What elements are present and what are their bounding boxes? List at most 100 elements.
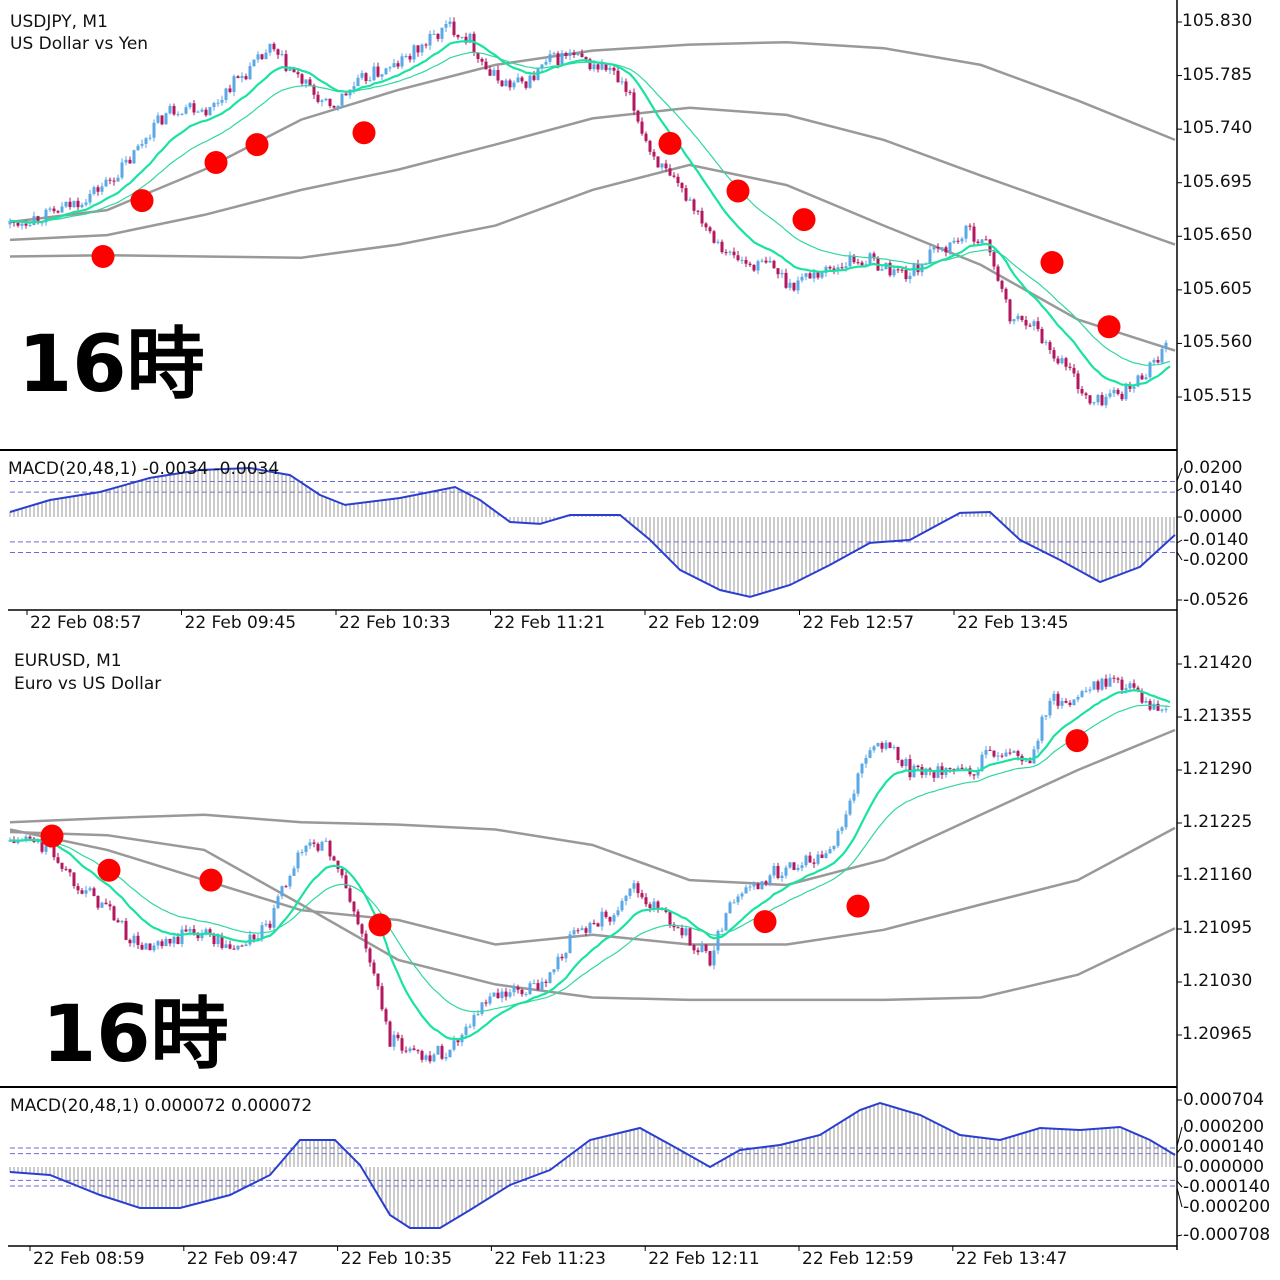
candle-up <box>568 934 572 953</box>
candle-down <box>500 80 504 87</box>
eurusd-description: Euro vs US Dollar <box>14 674 162 694</box>
candle-down <box>232 948 236 950</box>
candle-down <box>312 85 316 95</box>
candle-up <box>728 251 732 253</box>
candle-up <box>952 240 956 243</box>
candle-down <box>40 838 44 852</box>
candle-up <box>1080 691 1084 697</box>
candle-up <box>472 1015 476 1027</box>
candle-up <box>144 138 148 144</box>
candle-down <box>520 77 524 82</box>
candle-down <box>1064 358 1068 367</box>
candle-down <box>992 750 996 757</box>
candle-down <box>368 948 372 963</box>
time-tick-label: 22 Feb 11:23 <box>494 1249 606 1269</box>
candle-down <box>772 260 776 269</box>
candle-up <box>552 969 556 973</box>
candle-up <box>1060 358 1064 364</box>
candle-down <box>496 992 500 999</box>
candle-down <box>1008 299 1012 322</box>
candle-down <box>1056 358 1060 364</box>
price-tick-label: 105.605 <box>1182 278 1253 299</box>
candle-up <box>264 923 268 926</box>
time-tick-label: 22 Feb 09:45 <box>184 613 297 633</box>
candle-down <box>1000 280 1004 289</box>
candle-down <box>496 70 500 81</box>
candle-up <box>712 950 716 966</box>
candle-down <box>516 987 520 990</box>
candle-up <box>700 944 704 953</box>
candle-down <box>656 156 660 168</box>
candle-down <box>128 939 132 944</box>
candle-up <box>528 75 532 88</box>
candle-up <box>552 53 556 55</box>
candle-down <box>1000 755 1004 757</box>
candle-up <box>768 875 772 884</box>
candle-up <box>308 842 312 846</box>
candle-up <box>1108 393 1112 397</box>
candle-up <box>424 1055 428 1060</box>
candle-down <box>680 183 684 189</box>
candle-down <box>308 79 312 86</box>
price-tick-label: 105.695 <box>1182 171 1253 192</box>
candle-down <box>332 105 336 108</box>
candle-down <box>1064 700 1068 703</box>
candle-down <box>112 906 116 921</box>
candle-down <box>96 895 100 908</box>
candle-down <box>592 923 596 925</box>
candle-up <box>568 52 572 57</box>
candle-up <box>956 767 960 771</box>
candle-down <box>272 43 276 50</box>
candle-up <box>1072 699 1076 705</box>
candle-up <box>432 1054 436 1062</box>
price-tick-label: 105.515 <box>1182 386 1253 406</box>
candle-up <box>760 881 764 890</box>
candle-down <box>488 69 492 76</box>
candle-up <box>660 163 664 168</box>
candle-down <box>992 252 996 267</box>
candle-down <box>16 222 20 226</box>
candle-up <box>908 275 912 280</box>
macd-tick <box>1176 467 1183 482</box>
candle-up <box>1160 348 1164 363</box>
candle-down <box>76 200 80 208</box>
time-tick-label: 22 Feb 13:47 <box>955 1249 1068 1269</box>
candle-down <box>240 945 244 947</box>
candle-down <box>616 70 620 83</box>
candle-up <box>1092 681 1096 690</box>
macd-tick-label: 0.0000 <box>1183 507 1243 527</box>
candle-up <box>300 852 304 854</box>
candle-up <box>220 99 224 103</box>
candle-down <box>736 255 740 261</box>
candle-up <box>352 86 356 90</box>
time-tick-label: 22 Feb 11:21 <box>493 613 606 633</box>
candle-up <box>1108 677 1112 687</box>
candle-down <box>1052 350 1056 359</box>
candle-up <box>780 875 784 879</box>
candle-down <box>840 267 844 269</box>
candle-up <box>512 82 516 88</box>
candle-up <box>504 80 508 87</box>
candle-down <box>612 67 616 71</box>
candle-up <box>576 53 580 56</box>
candle-down <box>276 49 280 55</box>
candle-down <box>560 956 564 959</box>
signal-dot <box>97 858 121 882</box>
candle-down <box>656 901 660 910</box>
candle-up <box>44 845 48 852</box>
candle-down <box>664 909 668 912</box>
candle-up <box>1104 396 1108 406</box>
candle-down <box>704 223 708 228</box>
price-tick-label: 105.560 <box>1182 332 1253 353</box>
candle-up <box>848 255 852 267</box>
candle-up <box>928 249 932 264</box>
candle-up <box>796 868 800 870</box>
candle-down <box>828 266 832 269</box>
candle-down <box>1112 677 1116 679</box>
candle-up <box>924 768 928 775</box>
candle-up <box>256 938 260 940</box>
price-tick-label: 105.830 <box>1182 11 1253 31</box>
signal-dot <box>40 824 64 848</box>
candle-up <box>80 204 84 208</box>
candle-down <box>1120 679 1124 690</box>
